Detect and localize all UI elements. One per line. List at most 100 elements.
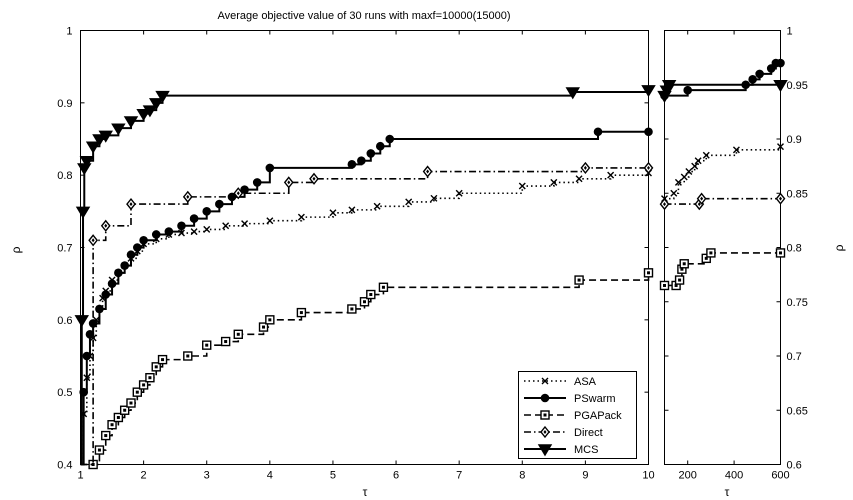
data-point-asa: [518, 182, 526, 190]
data-point-pgapack-core: [363, 300, 366, 304]
main-y-axis-label: ρ: [9, 246, 23, 253]
data-point-pgapack-core: [104, 434, 108, 438]
data-point-pgapack-core: [129, 401, 133, 405]
x-tick-label: 4: [267, 470, 273, 482]
data-point-pswarm: [357, 156, 366, 165]
data-point-asa: [373, 202, 381, 210]
legend-item-pgapack: PGAPack: [524, 410, 622, 422]
y-tick-label: 1: [66, 26, 72, 38]
x-tick-label: 5: [330, 470, 336, 482]
side-y-axis-label: ρ: [832, 244, 846, 251]
series-pgapack: [659, 248, 786, 291]
x-tick-label: 3: [204, 470, 210, 482]
data-point-pgapack-core: [186, 354, 190, 358]
data-point-asa: [190, 228, 198, 236]
data-point-pgapack-core: [116, 415, 120, 419]
side-series-group: [657, 58, 788, 291]
data-point-pswarm: [265, 163, 275, 173]
legend-marker: [541, 377, 549, 385]
data-point-mcs: [155, 90, 170, 103]
data-point-pgapack-core: [350, 307, 354, 311]
side-y-axis-ticks: 0.6 0.65 0.7 0.75 0.8 0.85 0.9 0.95 1: [664, 26, 808, 472]
data-point-mcs: [74, 315, 89, 328]
data-point-direct-core: [186, 194, 190, 199]
data-point-mcs: [641, 85, 656, 98]
data-point-direct-core: [236, 191, 240, 196]
legend-marker: [540, 393, 550, 403]
data-point-pswarm: [85, 329, 95, 339]
y-tick-label: 0.7: [787, 351, 802, 363]
data-point-asa: [694, 157, 702, 165]
legend-item-direct: Direct: [524, 425, 603, 439]
x-tick-label: 2: [141, 470, 147, 482]
legend: ASA PSwarm PGAPack Direct MCS: [518, 371, 637, 459]
legend-label: PGAPack: [574, 410, 622, 422]
data-point-pgapack-core: [268, 318, 272, 322]
main-y-axis-ticks: 0.4 0.5 0.6 0.7 0.8 0.9 1: [57, 26, 649, 472]
legend-label: ASA: [574, 376, 597, 388]
legend-label: Direct: [574, 427, 603, 439]
y-tick-label: 0.95: [787, 80, 808, 92]
y-tick-label: 0.6: [787, 460, 802, 472]
data-point-mcs: [98, 130, 113, 143]
data-point-pgapack-core: [381, 285, 385, 289]
main-x-axis-label: τ: [363, 485, 368, 499]
data-point-pswarm: [189, 214, 199, 223]
data-point-direct-core: [700, 196, 704, 201]
x-tick-label: 9: [582, 470, 588, 482]
data-point-mcs: [136, 108, 151, 122]
data-point-pgapack-core: [262, 325, 266, 329]
data-point-pswarm: [95, 304, 104, 314]
data-point-pgapack-core: [161, 358, 165, 362]
legend-label: MCS: [574, 444, 598, 456]
data-point-pgapack-core: [663, 283, 666, 287]
data-point-mcs: [123, 116, 139, 129]
series-line-pswarm: [664, 62, 781, 97]
data-point-asa: [670, 189, 678, 197]
data-point-direct-core: [647, 165, 650, 170]
y-tick-label: 1: [787, 26, 793, 38]
y-tick-label: 0.7: [57, 243, 72, 255]
data-point-mcs: [92, 134, 107, 147]
y-tick-label: 0.6: [57, 315, 72, 327]
data-point-asa: [777, 143, 784, 151]
x-tick-label: 7: [456, 470, 462, 482]
data-point-pswarm: [593, 127, 603, 137]
y-tick-label: 0.8: [787, 243, 802, 255]
data-point-direct-core: [104, 223, 108, 228]
data-point-asa: [405, 198, 413, 206]
data-point-pgapack-core: [236, 332, 240, 336]
data-point-asa: [348, 206, 356, 214]
data-point-pswarm: [347, 160, 357, 169]
data-point-pswarm: [385, 134, 395, 144]
y-tick-label: 0.9: [57, 98, 72, 110]
series-mcs: [74, 85, 656, 466]
data-point-asa: [674, 178, 682, 186]
x-tick-label: 10: [642, 470, 654, 482]
data-point-pswarm: [366, 149, 376, 158]
data-point-pgapack-core: [682, 262, 686, 266]
data-point-direct-core: [663, 202, 666, 207]
data-point-pgapack-core: [577, 278, 581, 282]
legend-marker-core: [543, 413, 547, 417]
data-point-mcs: [661, 80, 677, 93]
data-point-mcs: [773, 80, 788, 93]
data-point-asa: [685, 168, 693, 176]
data-point-asa: [575, 175, 583, 183]
data-point-pswarm: [107, 279, 117, 288]
data-point-asa: [455, 189, 463, 197]
series-direct: [80, 161, 654, 466]
data-point-mcs: [148, 98, 164, 111]
data-point-asa: [266, 217, 274, 225]
x-tick-label: 400: [725, 470, 743, 482]
data-point-pgapack-core: [91, 463, 95, 466]
data-point-pgapack-core: [709, 251, 713, 255]
data-point-pgapack-core: [123, 408, 127, 412]
data-point-asa: [297, 213, 305, 221]
series-line-direct: [664, 197, 781, 205]
data-point-pgapack-core: [299, 311, 303, 315]
data-point-pswarm: [120, 261, 129, 270]
data-point-pswarm: [375, 141, 385, 151]
data-point-pswarm: [132, 243, 142, 252]
